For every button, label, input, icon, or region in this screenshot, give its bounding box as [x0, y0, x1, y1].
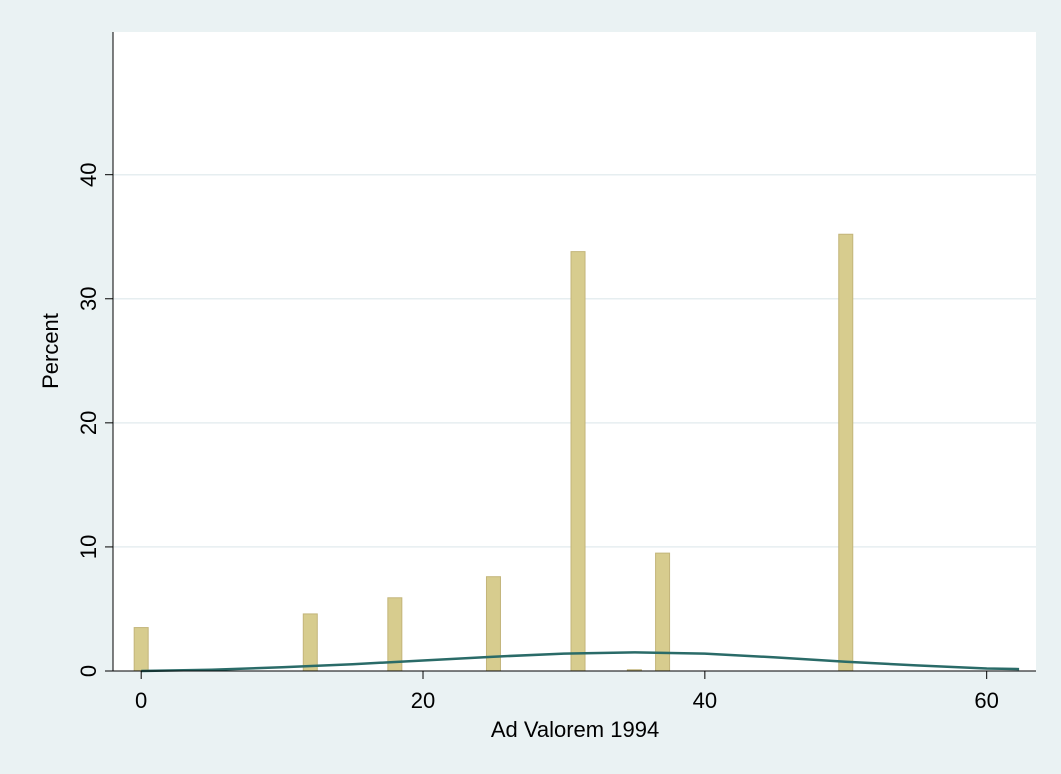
x-axis-label: Ad Valorem 1994 [491, 717, 659, 742]
ticks: 0 10 20 30 40 0 20 40 60 [76, 162, 999, 713]
x-tick-label-2: 40 [693, 688, 717, 713]
x-tick-label-1: 20 [411, 688, 435, 713]
x-tick-label-0: 0 [135, 688, 147, 713]
y-tick-label-2: 20 [76, 411, 101, 435]
x-tick-label-3: 60 [974, 688, 998, 713]
density-line [141, 651, 1020, 673]
bar-0 [133, 627, 149, 672]
y-tick-label-3: 30 [76, 287, 101, 311]
density-curve [141, 651, 1020, 673]
bar-1 [302, 613, 318, 672]
y-tick-label-4: 40 [76, 162, 101, 186]
axes [112, 32, 1036, 672]
bar-2 [387, 597, 403, 672]
bar-7 [838, 233, 854, 672]
bars [133, 233, 854, 672]
y-tick-label-1: 10 [76, 535, 101, 559]
y-tick-label-0: 0 [76, 665, 101, 677]
bar-4 [570, 251, 586, 672]
y-axis-label: Percent [38, 313, 63, 389]
